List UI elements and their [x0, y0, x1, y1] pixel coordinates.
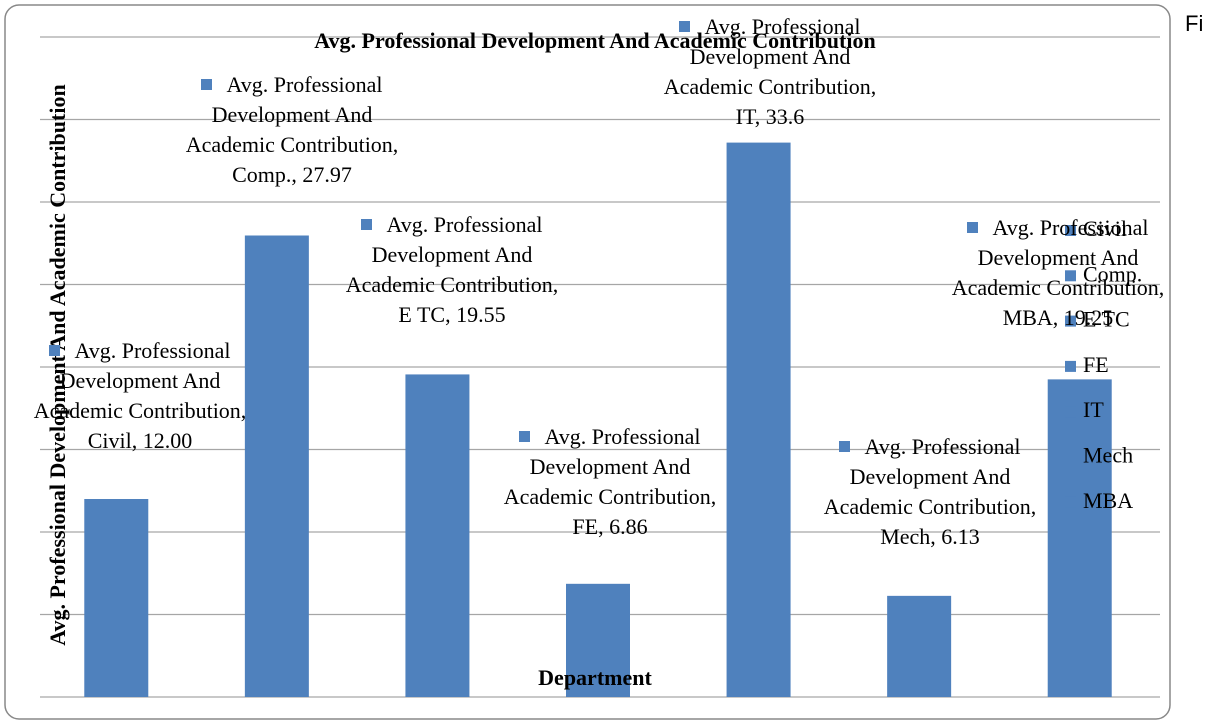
legend-marker	[1065, 315, 1076, 327]
data-label: Avg. Professional Development And Academ…	[337, 210, 567, 330]
legend-label: E TC	[1083, 307, 1130, 332]
x-axis-label: Department	[538, 665, 652, 690]
legend-label: Civil	[1083, 216, 1127, 241]
legend-marker	[1065, 270, 1076, 282]
legend-marker	[1065, 406, 1076, 418]
label-marker	[201, 79, 213, 90]
legend-label: IT	[1083, 397, 1104, 422]
data-label-text: Avg. Professional Development And Academ…	[503, 424, 717, 539]
label-marker	[519, 431, 531, 442]
chart-title: Avg. Professional Development And Academ…	[314, 28, 875, 53]
legend-marker	[1065, 225, 1076, 236]
legend-label: MBA	[1083, 488, 1133, 513]
data-label: Avg. Professional Development And Academ…	[177, 70, 407, 190]
legend-label: Comp.	[1083, 261, 1142, 286]
data-label: Avg. Professional Development And Academ…	[655, 12, 885, 132]
data-label: Avg. Professional Development And Academ…	[815, 432, 1045, 552]
legend-label: FE	[1083, 352, 1109, 377]
data-label-text: Avg. Professional Development And Academ…	[185, 72, 399, 187]
data-label-text: Avg. Professional Development And Academ…	[663, 14, 877, 129]
bar	[405, 374, 470, 697]
data-label-text: Avg. Professional Development And Academ…	[33, 338, 247, 453]
legend-marker	[1065, 360, 1076, 372]
data-label-text: Avg. Professional Development And Academ…	[345, 212, 559, 327]
bar	[726, 142, 791, 698]
bar	[244, 235, 309, 697]
bar	[887, 595, 952, 697]
bar	[566, 583, 630, 697]
label-marker	[361, 219, 373, 230]
label-marker	[967, 222, 979, 233]
label-marker	[49, 345, 61, 356]
data-label-text: Avg. Professional Development And Academ…	[951, 215, 1165, 330]
label-marker	[679, 21, 691, 32]
chart-frame	[4, 4, 1171, 720]
corner-text: Fi	[1185, 11, 1203, 36]
y-axis-label: Avg. Professional Development And Academ…	[45, 84, 70, 645]
legend-marker	[1065, 496, 1076, 508]
legend-label: Mech	[1083, 443, 1133, 468]
legend-marker	[1065, 451, 1076, 463]
data-label: Avg. Professional Development And Academ…	[25, 336, 255, 456]
data-label-text: Avg. Professional Development And Academ…	[823, 434, 1037, 549]
data-label: Avg. Professional Development And Academ…	[495, 422, 725, 542]
label-marker	[839, 441, 851, 452]
data-label: Avg. Professional Development And Academ…	[943, 213, 1173, 333]
bar	[1047, 379, 1112, 697]
bar	[84, 499, 149, 697]
